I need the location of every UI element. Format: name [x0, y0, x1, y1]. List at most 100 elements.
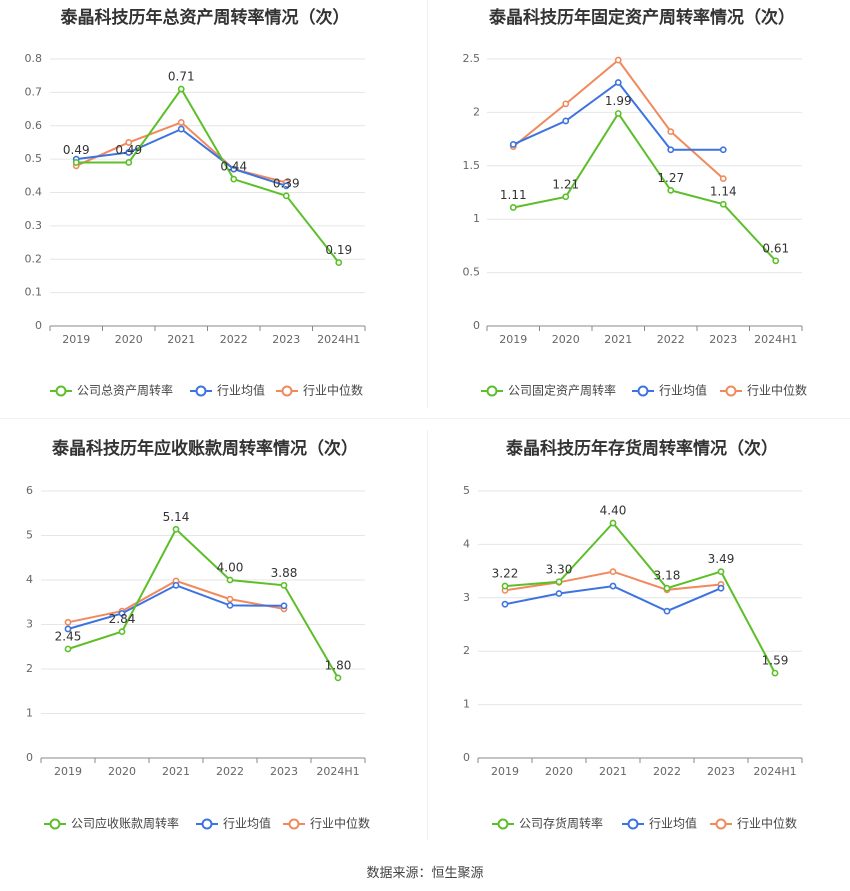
data-point: [172, 581, 180, 589]
x-tick-label: 2022: [216, 765, 244, 778]
data-point: [177, 85, 185, 93]
chart-title: 泰晶科技历年应收账款周转率情况（次）: [52, 438, 358, 459]
data-point: [717, 568, 725, 576]
y-tick-label: 1: [463, 698, 470, 711]
x-tick-label: 2022: [220, 333, 248, 346]
legend-item-2[interactable]: 行业均值: [622, 816, 697, 831]
data-label: 3.30: [546, 562, 573, 576]
y-tick-label: 0: [35, 319, 42, 332]
legend-item-2[interactable]: 行业均值: [632, 383, 707, 398]
data-point: [72, 159, 80, 166]
divider-horizontal: [0, 418, 850, 419]
legend-label: 公司存货周转率: [519, 816, 603, 831]
legend-item-1[interactable]: 公司存货周转率: [492, 816, 603, 831]
y-tick-label: 1.5: [463, 159, 481, 172]
data-label: 0.49: [63, 143, 90, 157]
data-point: [772, 257, 780, 265]
y-tick-label: 2.5: [463, 52, 481, 65]
legend-marker: [637, 385, 649, 397]
data-point: [118, 628, 126, 636]
data-point: [555, 578, 563, 586]
legend-item-2[interactable]: 行业均值: [190, 383, 265, 398]
legend-item-1[interactable]: 公司固定资产周转率: [481, 383, 616, 398]
y-tick-label: 2: [473, 105, 480, 118]
legend-marker: [627, 818, 639, 830]
x-tick-label: 2023: [707, 765, 735, 778]
x-tick-label: 2023: [709, 333, 737, 346]
data-point: [64, 645, 72, 653]
legend-item-2[interactable]: 行业均值: [196, 816, 271, 831]
divider-vertical-top: [427, 0, 428, 408]
x-tick-label: 2023: [272, 333, 300, 346]
chart-title: 泰晶科技历年固定资产周转率情况（次）: [489, 7, 795, 28]
legend-marker: [281, 385, 293, 397]
legend-label: 行业均值: [659, 383, 707, 398]
data-point: [771, 669, 779, 677]
legend-item-3[interactable]: 行业中位数: [283, 816, 370, 831]
y-tick-label: 0: [26, 751, 33, 764]
y-tick-label: 0.2: [25, 252, 43, 265]
series-line-2: [67, 584, 285, 630]
legend-item-1[interactable]: 公司总资产周转率: [50, 383, 173, 398]
series-line-2: [504, 585, 722, 613]
y-tick-label: 0.6: [25, 119, 43, 132]
x-tick-label: 2021: [604, 333, 632, 346]
y-tick-label: 6: [26, 484, 33, 497]
series-line-3: [512, 58, 724, 180]
data-point: [125, 149, 133, 156]
data-point: [118, 609, 126, 617]
legend-label: 行业均值: [217, 383, 265, 398]
data-point: [280, 602, 288, 610]
x-tick-label: 2020: [552, 333, 580, 346]
data-point: [334, 674, 342, 682]
data-label: 2.45: [55, 629, 82, 643]
legend-marker: [49, 818, 61, 830]
legend-item-3[interactable]: 行业中位数: [720, 383, 807, 398]
legend-item-3[interactable]: 行业中位数: [710, 816, 797, 831]
data-label: 3.49: [708, 552, 735, 566]
x-tick-label: 2019: [54, 765, 82, 778]
x-tick-label: 2023: [270, 765, 298, 778]
data-label: 1.11: [500, 188, 527, 202]
legend-marker: [201, 818, 213, 830]
x-tick-label: 2021: [599, 765, 627, 778]
legend-label: 行业中位数: [310, 816, 370, 831]
x-tick-label: 2020: [115, 333, 143, 346]
data-label: 1.14: [710, 185, 737, 199]
x-tick-label: 2019: [62, 333, 90, 346]
y-tick-label: 5: [463, 484, 470, 497]
y-tick-label: 4: [26, 573, 33, 586]
y-tick-label: 0.4: [25, 186, 43, 199]
data-point: [226, 576, 234, 584]
legend-marker: [195, 385, 207, 397]
data-point: [609, 568, 617, 576]
data-point: [614, 56, 622, 64]
x-tick-label: 2024H1: [754, 333, 797, 346]
data-point: [177, 125, 185, 133]
y-tick-label: 0.5: [25, 152, 43, 165]
data-label: 3.88: [271, 566, 298, 580]
legend-item-3[interactable]: 行业中位数: [276, 383, 363, 398]
data-point: [609, 582, 617, 590]
data-point: [614, 79, 622, 86]
data-label: 0.19: [325, 243, 352, 257]
chart-title: 泰晶科技历年存货周转率情况（次）: [506, 438, 778, 459]
legend-marker: [288, 818, 300, 830]
y-tick-label: 0: [473, 319, 480, 332]
data-point: [282, 182, 290, 190]
x-tick-label: 2024H1: [753, 765, 796, 778]
legend-marker: [715, 818, 727, 830]
data-point: [501, 582, 509, 590]
legend-marker: [497, 818, 509, 830]
data-point: [125, 139, 133, 146]
x-tick-label: 2022: [653, 765, 681, 778]
series-line-1: [504, 521, 776, 674]
chart-panel-3: 泰晶科技历年应收账款周转率情况（次） 0 1 2 3 4 5 6 2019 2020 2021 202…: [26, 438, 370, 831]
legend-label: 行业中位数: [303, 383, 363, 398]
x-tick-label: 2021: [162, 765, 190, 778]
legend-item-1[interactable]: 公司应收账款周转率: [44, 816, 179, 831]
chart-title: 泰晶科技历年总资产周转率情况（次）: [61, 7, 350, 28]
y-tick-label: 0.5: [463, 266, 481, 279]
chart-panel-2: 泰晶科技历年固定资产周转率情况（次） 0 0.5 1 1.5 2 2.5 2019 2020 20…: [463, 7, 808, 398]
